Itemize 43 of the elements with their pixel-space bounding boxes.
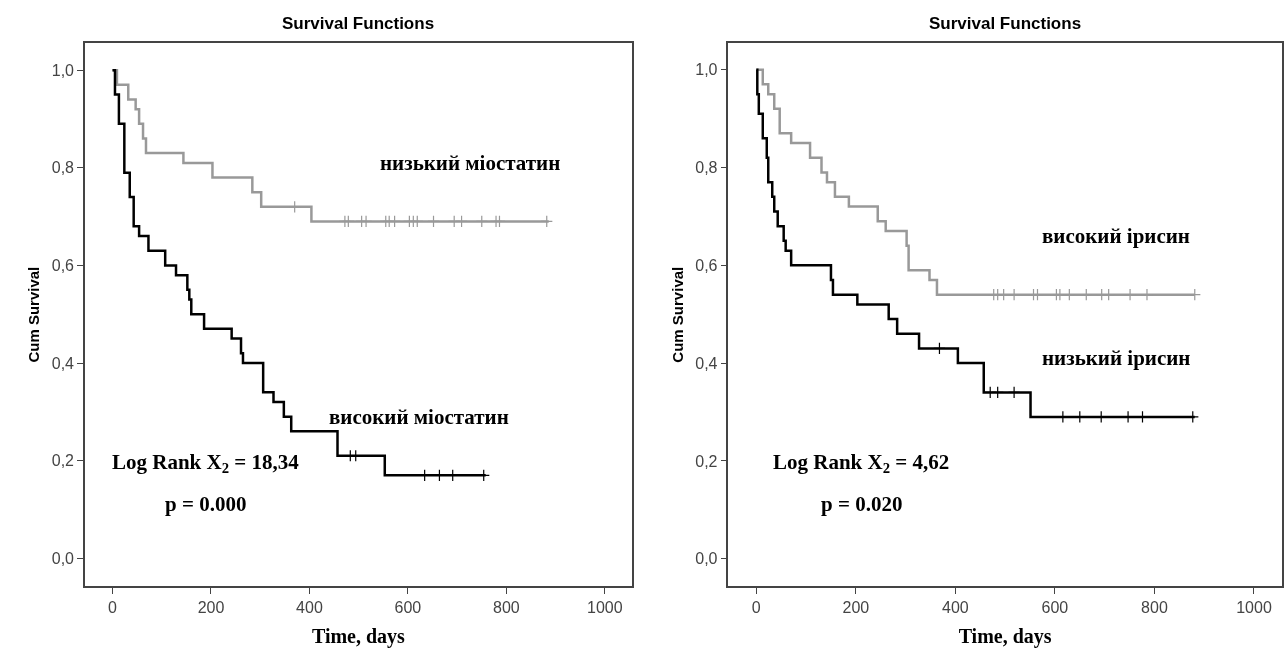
x-tick-label: 600 xyxy=(1041,599,1069,617)
x-tick-label: 1000 xyxy=(1236,599,1272,617)
text: низький міостатин xyxy=(380,151,561,175)
point xyxy=(427,215,440,228)
chart-title: Survival Functions xyxy=(929,14,1082,33)
x-tick-label: 400 xyxy=(296,599,323,617)
point xyxy=(540,215,553,228)
annotation: p = 0.020 xyxy=(821,492,903,516)
y-tick-label: 1,0 xyxy=(695,61,718,79)
y-tick-label: 0,6 xyxy=(51,256,75,274)
text: високий ірисин xyxy=(1042,224,1190,248)
y-axis-title: Cum Survival xyxy=(25,266,43,363)
y-tick-label: 0,8 xyxy=(695,159,718,177)
y-tick-label: 0,2 xyxy=(695,452,718,470)
x-tick-label: 800 xyxy=(493,599,520,617)
x-axis-title: Time, days xyxy=(958,625,1052,649)
x-tick-label: 0 xyxy=(108,599,118,617)
annotation: Log Rank X$_{2}$ = 18,34 xyxy=(112,450,300,477)
y-tick-label: 0,2 xyxy=(51,452,75,470)
point xyxy=(933,342,946,355)
y-tick-label: 0,4 xyxy=(51,354,75,372)
annotation: Log Rank X$_{2}$ = 4,62 xyxy=(773,450,950,477)
series-label: високий міостатин xyxy=(329,405,509,429)
x-tick-label: 1000 xyxy=(587,599,623,617)
y-tick-label: 0,8 xyxy=(51,159,75,177)
y-tick-label: 0,0 xyxy=(51,549,75,567)
x-tick-label: 200 xyxy=(197,599,225,617)
x-tick-label: 800 xyxy=(1141,599,1168,617)
x-axis-title: Time, days xyxy=(311,625,406,649)
y-tick-label: 0,0 xyxy=(695,550,718,568)
x-tick-label: 600 xyxy=(394,599,422,617)
point xyxy=(991,386,1004,399)
y-tick-label: 0,6 xyxy=(695,256,718,274)
x-tick-label: 400 xyxy=(942,599,969,617)
series-label: низький ірисин xyxy=(1042,346,1191,370)
point xyxy=(1007,386,1021,399)
y-tick-label: 1,0 xyxy=(51,61,75,79)
chart-title: Survival Functions xyxy=(282,14,435,33)
y-tick-label: 0,4 xyxy=(695,354,718,372)
y-axis-title: Cum Survival xyxy=(668,266,686,363)
x-tick-label: 200 xyxy=(842,599,870,617)
annotation: p = 0.000 xyxy=(165,492,247,516)
x-tick-label: 0 xyxy=(751,599,761,617)
